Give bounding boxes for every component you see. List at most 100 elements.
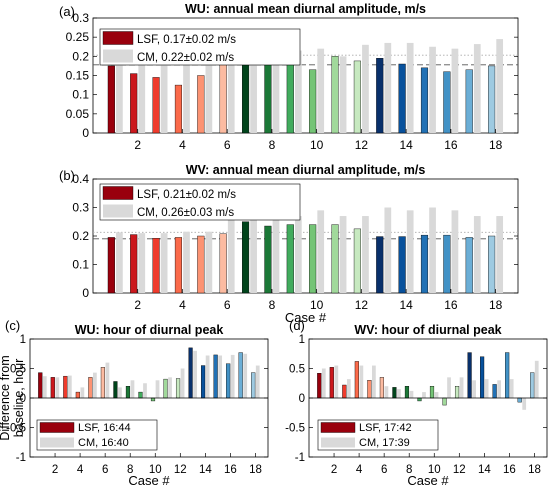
bar-lsf-case-13 [376,236,384,294]
bar-lsf-case-6 [219,233,227,294]
bar-cm-case-5 [372,365,376,398]
bar-cm-case-18 [534,360,539,398]
x-tick-label: 16 [503,464,516,476]
bar-cm-case-13 [384,42,392,133]
bar-cm-case-11 [339,216,347,293]
bar-lsf-case-17 [465,69,473,134]
bar-lsf-case-15 [213,354,218,399]
bar-cm-case-9 [143,383,147,398]
bar-cm-case-7 [397,389,401,398]
x-tick-label: 12 [355,138,369,152]
bar-lsf-case-18 [530,372,535,399]
bar-lsf-case-6 [219,62,227,134]
bar-lsf-case-12 [175,378,181,399]
bar-lsf-case-12 [353,60,361,134]
x-tick-label: 16 [444,138,458,152]
x-tick-label: 2 [331,464,337,476]
bar-cm-case-8 [130,380,135,398]
x-tick-label: 14 [399,298,413,312]
panel-b: 0 0.1 0.2 0.3 0.4 2 4 6 8 10 12 14 16 18 WV: annual me… [59,163,519,325]
bar-cm-case-12 [362,44,369,134]
bar-lsf-case-10 [309,69,317,134]
x-tick-label: 18 [489,298,503,312]
y-tick-label: 0.1 [72,88,89,102]
bar-lsf-case-1 [317,373,322,399]
y-axis-label: baseline, hour [12,359,26,438]
bar-cm-case-11 [447,377,451,398]
x-tick-label: 14 [478,464,491,476]
legend-label-lsf: LSF, 16:44 [78,422,131,434]
y-tick-label: 1 [20,334,26,346]
bar-cm-case-3 [160,233,168,293]
bar-cm-case-10 [317,48,325,133]
x-tick-label: 6 [381,464,387,476]
legend-label-lsf: LSF, 0.21±0.02 m/s [137,189,236,201]
legend-swatch-cm [321,437,355,448]
bar-lsf-case-4 [174,84,183,134]
x-tick-label: 8 [127,464,133,476]
bar-cm-case-17 [522,398,527,410]
bar-cm-case-17 [473,216,481,293]
bar-lsf-case-13 [376,58,384,134]
legend: LSF, 0.21±0.02 m/s CM, 0.26±0.03 m/s [99,183,301,221]
bar-lsf-case-6 [379,377,384,399]
y-tick-label: -1 [16,452,26,464]
x-tick-label: 8 [269,138,276,152]
bar-lsf-case-3 [342,384,347,399]
y-tick-label: 0.5 [10,364,26,376]
y-tick-label: -1 [295,452,305,464]
legend-label-cm: CM, 17:39 [359,437,410,449]
bar-lsf-case-9 [417,397,422,402]
bar-cm-case-15 [429,46,436,133]
bar-lsf-case-2 [50,377,55,399]
bar-lsf-case-7 [392,387,397,399]
bar-cm-case-6 [227,217,235,293]
x-tick-label: 18 [249,464,262,476]
bar-cm-case-7 [250,44,257,133]
bar-lsf-case-5 [197,235,205,294]
y-tick-label: 0.15 [66,69,90,83]
bar-lsf-case-4 [75,391,80,399]
legend: LSF, 17:42 CM, 17:39 [317,419,439,451]
y-tick-label: 1 [299,334,305,346]
legend-swatch-lsf [102,31,134,45]
y-tick-label: -0.5 [285,423,305,435]
x-axis-label: Case # [285,310,327,325]
bar-cm-case-6 [227,44,235,133]
y-axis-label: Difference from [0,355,12,440]
bar-cm-case-15 [429,207,436,293]
bar-cm-case-7 [250,213,257,293]
y-tick-label: 0.4 [72,172,89,186]
panel-label: (c) [5,318,20,333]
bar-lsf-case-2 [130,234,138,294]
bar-lsf-case-11 [331,224,339,294]
bar-cm-case-18 [496,39,504,134]
bar-cm-case-15 [497,380,502,398]
bar-lsf-case-1 [107,65,115,134]
legend-swatch-lsf [102,186,134,200]
y-tick-label: 0.1 [72,258,89,272]
chart-title: WV: annual mean diurnal amplitude, m/s [186,163,426,177]
bar-lsf-case-4 [174,237,183,294]
bar-lsf-case-7 [241,56,250,134]
bar-lsf-case-13 [467,352,472,399]
bar-lsf-case-14 [201,365,206,399]
legend: LSF, 0.17±0.02 m/s CM, 0.22±0.02 m/s [99,28,301,66]
bar-lsf-case-12 [454,386,460,399]
bar-cm-case-9 [422,392,426,398]
y-tick-label: -0.5 [6,423,26,435]
bar-cm-case-14 [406,210,414,293]
x-tick-label: 6 [224,138,231,152]
bar-lsf-case-16 [226,363,231,399]
bar-lsf-case-10 [150,397,156,402]
bar-cm-case-2 [55,377,60,398]
bar-lsf-case-17 [465,237,473,294]
bar-lsf-case-10 [429,386,435,399]
bar-cm-case-3 [67,375,72,398]
bar-cm-case-16 [451,48,459,133]
bar-lsf-case-13 [188,347,193,399]
y-tick-label: 0.5 [289,364,305,376]
bar-lsf-case-15 [420,234,429,294]
bar-lsf-case-16 [443,71,451,134]
bar-cm-case-3 [160,56,168,134]
